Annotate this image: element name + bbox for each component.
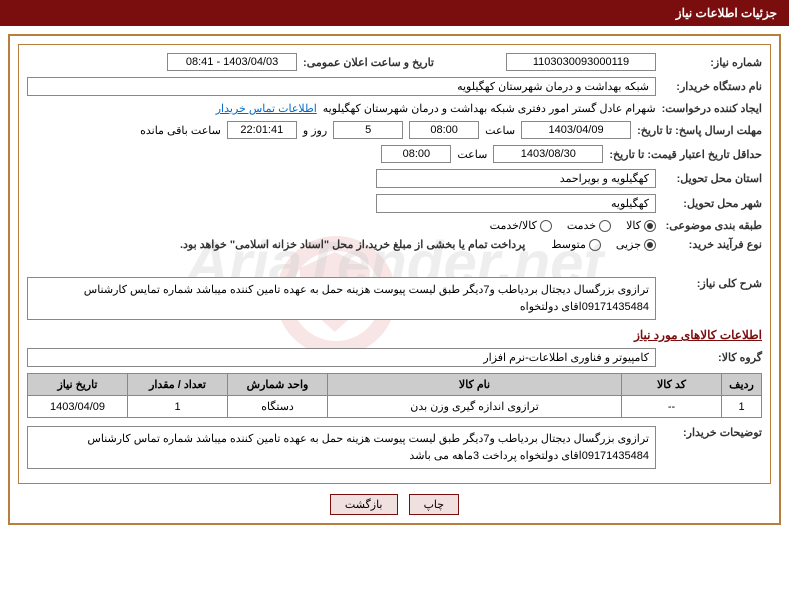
details-box: شماره نیاز: 1103030093000119 تاریخ و ساع… <box>18 44 771 484</box>
delivery-province-label: استان محل تحویل: <box>662 172 762 185</box>
delivery-city-label: شهر محل تحویل: <box>662 197 762 210</box>
row-buyer-notes: توضیحات خریدار: ترازوی بزرگسال دیجتال بر… <box>27 426 762 469</box>
row-price-validity: حداقل تاریخ اعتبار قیمت: تا تاریخ: 1403/… <box>27 145 762 163</box>
buyer-org-field: شبکه بهداشت و درمان شهرستان کهگیلویه <box>27 77 656 96</box>
row-requester: ایجاد کننده درخواست: شهرام عادل گستر امو… <box>27 102 762 115</box>
row-purchase-type: نوع فرآیند خرید: جزیی متوسط پرداخت تمام … <box>27 238 762 251</box>
countdown-field: 22:01:41 <box>227 121 297 139</box>
buyer-org-label: نام دستگاه خریدار: <box>662 80 762 93</box>
payment-note: پرداخت تمام یا بخشی از مبلغ خرید،از محل … <box>180 238 525 251</box>
response-deadline-label: مهلت ارسال پاسخ: تا تاریخ: <box>637 124 762 137</box>
time-label-2: ساعت <box>457 148 487 161</box>
radio-service[interactable]: خدمت <box>567 219 611 232</box>
td-row: 1 <box>722 396 762 418</box>
radio-goods[interactable]: کالا <box>626 219 656 232</box>
contact-link[interactable]: اطلاعات تماس خریدار <box>216 102 317 115</box>
goods-group-field: کامپیوتر و فناوری اطلاعات-نرم افزار <box>27 348 656 367</box>
days-label: روز و <box>303 124 327 137</box>
main-content: شماره نیاز: 1103030093000119 تاریخ و ساع… <box>8 34 781 525</box>
radio-small[interactable]: جزیی <box>616 238 656 251</box>
th-date: تاریخ نیاز <box>28 374 128 396</box>
response-date-field: 1403/04/09 <box>521 121 631 139</box>
category-radios: کالا خدمت کالا/خدمت <box>490 219 656 232</box>
row-category: طبقه بندی موضوعی: کالا خدمت کالا/خدمت <box>27 219 762 232</box>
td-date: 1403/04/09 <box>28 396 128 418</box>
radio-small-label: جزیی <box>616 238 641 251</box>
goods-group-label: گروه کالا: <box>662 351 762 364</box>
remaining-label: ساعت باقی مانده <box>140 124 221 137</box>
td-unit: دستگاه <box>228 396 328 418</box>
announce-dt-label: تاریخ و ساعت اعلان عمومی: <box>303 56 434 69</box>
summary-text: ترازوی بزرگسال دیجتال بردیاطب و7دیگر طبق… <box>27 277 656 320</box>
td-code: -- <box>622 396 722 418</box>
print-button[interactable]: چاپ <box>409 494 460 515</box>
price-date-field: 1403/08/30 <box>493 145 603 163</box>
th-name: نام کالا <box>328 374 622 396</box>
td-qty: 1 <box>128 396 228 418</box>
button-bar: چاپ بازگشت <box>18 494 771 515</box>
radio-goods-service-circle <box>540 220 552 232</box>
th-code: کد کالا <box>622 374 722 396</box>
radio-goods-label: کالا <box>626 219 641 232</box>
price-time-field: 08:00 <box>381 145 451 163</box>
response-time-field: 08:00 <box>409 121 479 139</box>
td-name: ترازوی اندازه گیری وزن بدن <box>328 396 622 418</box>
need-number-label: شماره نیاز: <box>662 56 762 69</box>
requester-field: شهرام عادل گستر امور دفتری شبکه بهداشت و… <box>323 102 656 115</box>
radio-medium[interactable]: متوسط <box>551 238 601 251</box>
radio-medium-label: متوسط <box>551 238 586 251</box>
buyer-notes-text: ترازوی بزرگسال دیجتال بردیاطب و7دیگر طبق… <box>27 426 656 469</box>
row-response-deadline: مهلت ارسال پاسخ: تا تاریخ: 1403/04/09 سا… <box>27 121 762 139</box>
price-validity-label: حداقل تاریخ اعتبار قیمت: تا تاریخ: <box>609 148 762 161</box>
back-button[interactable]: بازگشت <box>330 494 398 515</box>
purchase-type-label: نوع فرآیند خرید: <box>662 238 762 251</box>
radio-goods-circle <box>644 220 656 232</box>
page-title: جزئیات اطلاعات نیاز <box>676 6 777 20</box>
requester-label: ایجاد کننده درخواست: <box>662 102 762 115</box>
radio-service-circle <box>599 220 611 232</box>
page-header: جزئیات اطلاعات نیاز <box>0 0 789 26</box>
table-header-row: ردیف کد کالا نام کالا واحد شمارش تعداد /… <box>28 374 762 396</box>
row-delivery-province: استان محل تحویل: کهگیلویه و بویراحمد <box>27 169 762 188</box>
radio-goods-service-label: کالا/خدمت <box>490 219 537 232</box>
buyer-notes-label: توضیحات خریدار: <box>662 426 762 439</box>
category-label: طبقه بندی موضوعی: <box>662 219 762 232</box>
need-number-field: 1103030093000119 <box>506 53 656 71</box>
announce-dt-field: 1403/04/03 - 08:41 <box>167 53 297 71</box>
row-need-number: شماره نیاز: 1103030093000119 تاریخ و ساع… <box>27 53 762 71</box>
radio-medium-circle <box>589 239 601 251</box>
delivery-city-field: کهگیلویه <box>376 194 656 213</box>
goods-table: ردیف کد کالا نام کالا واحد شمارش تعداد /… <box>27 373 762 418</box>
delivery-province-field: کهگیلویه و بویراحمد <box>376 169 656 188</box>
th-row: ردیف <box>722 374 762 396</box>
radio-small-circle <box>644 239 656 251</box>
time-label-1: ساعت <box>485 124 515 137</box>
radio-goods-service[interactable]: کالا/خدمت <box>490 219 552 232</box>
days-field: 5 <box>333 121 403 139</box>
row-delivery-city: شهر محل تحویل: کهگیلویه <box>27 194 762 213</box>
th-qty: تعداد / مقدار <box>128 374 228 396</box>
summary-label: شرح کلی نیاز: <box>662 277 762 290</box>
row-goods-group: گروه کالا: کامپیوتر و فناوری اطلاعات-نرم… <box>27 348 762 367</box>
purchase-type-radios: جزیی متوسط <box>551 238 656 251</box>
table-row: 1 -- ترازوی اندازه گیری وزن بدن دستگاه 1… <box>28 396 762 418</box>
radio-service-label: خدمت <box>567 219 596 232</box>
row-buyer-org: نام دستگاه خریدار: شبکه بهداشت و درمان ش… <box>27 77 762 96</box>
th-unit: واحد شمارش <box>228 374 328 396</box>
row-summary: شرح کلی نیاز: ترازوی بزرگسال دیجتال بردی… <box>27 277 762 320</box>
goods-section-title: اطلاعات کالاهای مورد نیاز <box>27 328 762 342</box>
